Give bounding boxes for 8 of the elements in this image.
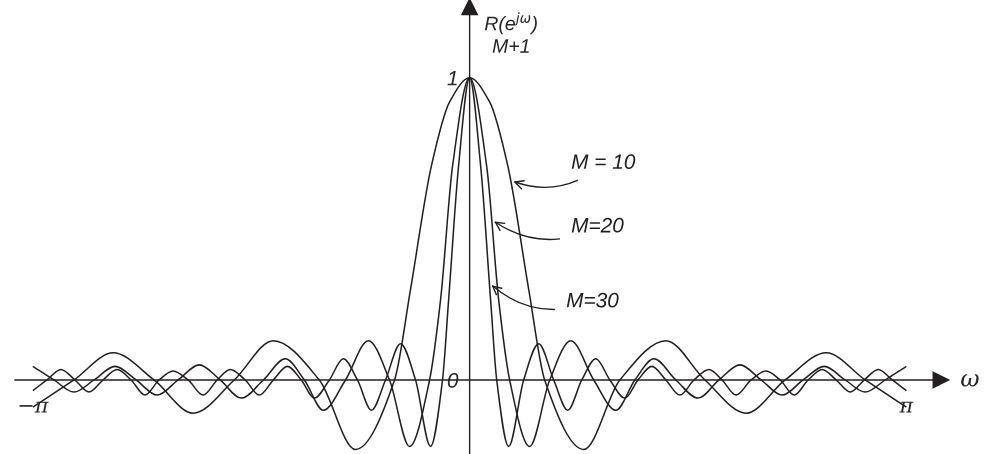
text: M = 10	[571, 154, 636, 170]
legend-label: M=30	[566, 292, 619, 308]
x-tick-label: −π	[19, 401, 49, 413]
y-tick-label: 1	[447, 71, 457, 86]
x-tick-label: π	[899, 401, 914, 413]
legend-label: M=20	[571, 217, 624, 233]
y-axis-title: R(e$^{jω}$) M+1	[484, 12, 537, 53]
x-axis-title: ω	[961, 374, 979, 387]
